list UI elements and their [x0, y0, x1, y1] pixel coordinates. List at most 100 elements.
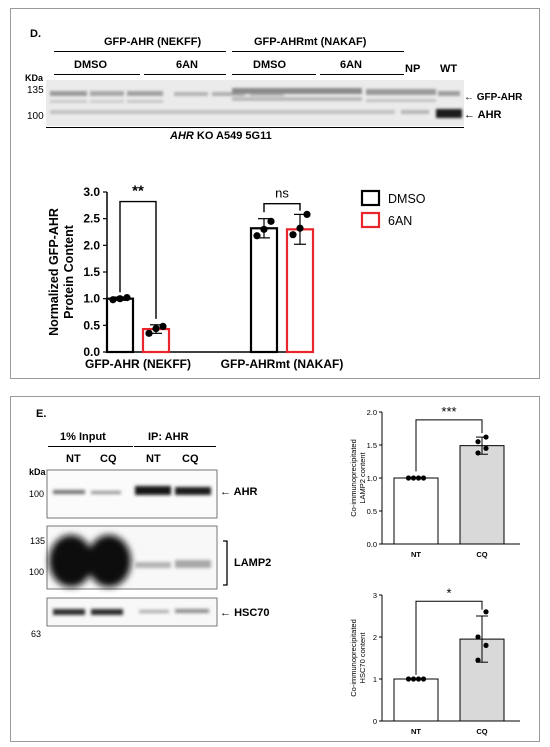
category-label-e: CQ — [476, 727, 487, 736]
kda-label-e: kDa — [29, 467, 46, 477]
y-tick-label-d: 2.5 — [83, 212, 100, 226]
blot2-marker-135: 135 — [30, 536, 46, 546]
data-point-d — [159, 322, 167, 330]
data-point-e — [483, 642, 489, 648]
treatment-line-3 — [232, 74, 316, 75]
caption-gene: AHR — [170, 130, 194, 142]
y-axis-label-line1-d: Normalized GFP-AHR — [47, 208, 61, 336]
significance-bracket-d — [119, 200, 157, 319]
significance-bracket-d — [263, 203, 301, 213]
western-blot-ahr — [46, 469, 218, 519]
blot-label-ahr: ← AHR — [220, 486, 258, 498]
y-tick-label-d: 1.0 — [83, 292, 100, 306]
treatment-label-1: DMSO — [74, 59, 107, 71]
treatment-label-3: DMSO — [253, 59, 286, 71]
data-point-e — [410, 676, 417, 682]
treatment-line-4 — [320, 74, 404, 75]
y-tick-label-d: 3.0 — [83, 185, 100, 199]
y-tick-label-e: 0.0 — [367, 540, 377, 549]
ip-line — [134, 446, 216, 447]
western-blot-hsc70 — [46, 597, 218, 627]
significance-bracket-e — [415, 419, 483, 472]
data-point-d — [152, 324, 160, 333]
bar-d — [105, 297, 135, 354]
significance-label-d: ns — [275, 186, 289, 201]
data-point-d — [296, 224, 304, 232]
data-point-e — [475, 634, 481, 640]
y-axis-label-line1-e: Co-immunoprecipitated — [349, 619, 358, 697]
blot2-marker-100: 100 — [29, 567, 45, 577]
data-point-e — [475, 450, 481, 456]
data-point-e — [475, 439, 481, 445]
y-tick-label-e: 1 — [373, 675, 377, 684]
y-tick-label-d: 0.5 — [83, 318, 100, 332]
bar-e — [393, 477, 439, 545]
y-tick-label-e: 3 — [373, 591, 377, 600]
treatment-line-1 — [54, 74, 140, 75]
lane-label-2: CQ — [100, 453, 117, 465]
y-tick-label-d: 2.0 — [83, 238, 100, 252]
blot-label-hsc70: ← HSC70 — [220, 607, 270, 619]
mw-marker-135: 135 — [27, 85, 44, 96]
y-axis-label-line2-d: Protein Content — [62, 224, 76, 319]
blot3-marker-63: 63 — [31, 629, 42, 639]
data-point-e — [405, 475, 412, 481]
data-point-d — [116, 295, 124, 303]
y-axis-label-e: Co-immunoprecipitatedLAMP2 content — [349, 439, 367, 517]
y-tick-label-d: 1.5 — [83, 265, 100, 279]
y-axis-label-line2-e: HSC70 content — [358, 632, 367, 684]
input-label: 1% Input — [60, 431, 106, 443]
data-point-d — [267, 217, 275, 225]
input-line — [48, 446, 133, 447]
data-point-e — [483, 445, 489, 451]
category-label-e: CQ — [476, 550, 487, 559]
kda-label: KDa — [25, 73, 44, 83]
panel-e — [10, 396, 540, 742]
blot-label-ahr-text: AHR — [233, 486, 258, 498]
group-line-nekff — [54, 51, 226, 52]
data-point-e — [405, 676, 412, 682]
data-point-d — [123, 294, 131, 302]
data-point-d — [253, 232, 261, 240]
data-point-e — [475, 657, 481, 663]
y-tick-label-e: 1.5 — [367, 441, 377, 450]
y-tick-label-e: 1.0 — [367, 474, 377, 483]
ip-label: IP: AHR — [148, 431, 189, 443]
significance-bracket-e — [415, 600, 483, 675]
data-point-d — [260, 225, 268, 233]
y-axis-label-line2-e: LAMP2 content — [358, 451, 367, 503]
significance-label-e: * — [446, 585, 451, 600]
band-label-ahr-text: AHR — [477, 109, 502, 121]
significance-label-e: *** — [441, 404, 456, 419]
y-tick-label-e: 0 — [373, 717, 377, 726]
lane-label-3: NT — [146, 453, 161, 465]
data-point-e — [410, 475, 417, 481]
chart-d: 0.0 0.5 1.0 1.5 2.0 2.5 3.0 Normalized GFP-AHRP… — [47, 183, 426, 371]
y-axis-label-e: Co-immunoprecipitatedHSC70 content — [349, 619, 367, 697]
category-label-d: GFP-AHRmt (NAKAF) — [221, 357, 344, 371]
category-label-e: NT — [411, 727, 421, 736]
blot-caption: AHR KO A549 5G11 — [170, 131, 272, 142]
np-label: NP — [405, 63, 421, 75]
band-label-gfp-ahr: ← GFP-AHR — [464, 92, 523, 103]
blot-bottom-line — [46, 127, 464, 128]
legend-swatch-d — [360, 211, 381, 229]
treatment-label-2: 6AN — [176, 59, 199, 71]
y-axis-label-line1-e: Co-immunoprecipitated — [349, 439, 358, 517]
chart-lamp2: 0.0 0.5 1.0 1.5 2.0 Co-immunoprecipitatedLAMP… — [349, 404, 520, 559]
data-point-d — [289, 231, 297, 239]
legend-swatch-d — [360, 189, 381, 207]
category-label-d: GFP-AHR (NEKFF) — [85, 357, 191, 371]
data-point-d — [303, 210, 311, 218]
bar-d — [285, 228, 315, 354]
western-blot-d — [46, 80, 464, 126]
chart-hsc70: 0 1 2 3 Co-immunoprecipitatedHSC70 content NT… — [349, 585, 520, 736]
group-label-nekff: GFP-AHR (NEKFF) — [104, 36, 202, 48]
data-point-e — [483, 609, 489, 615]
wt-label: WT — [440, 63, 458, 75]
y-tick-label-e: 2 — [373, 633, 377, 642]
bar-e — [459, 445, 505, 545]
lamp2-bracket — [223, 540, 228, 586]
data-point-d — [109, 296, 117, 304]
group-line-nakaf — [232, 51, 404, 52]
